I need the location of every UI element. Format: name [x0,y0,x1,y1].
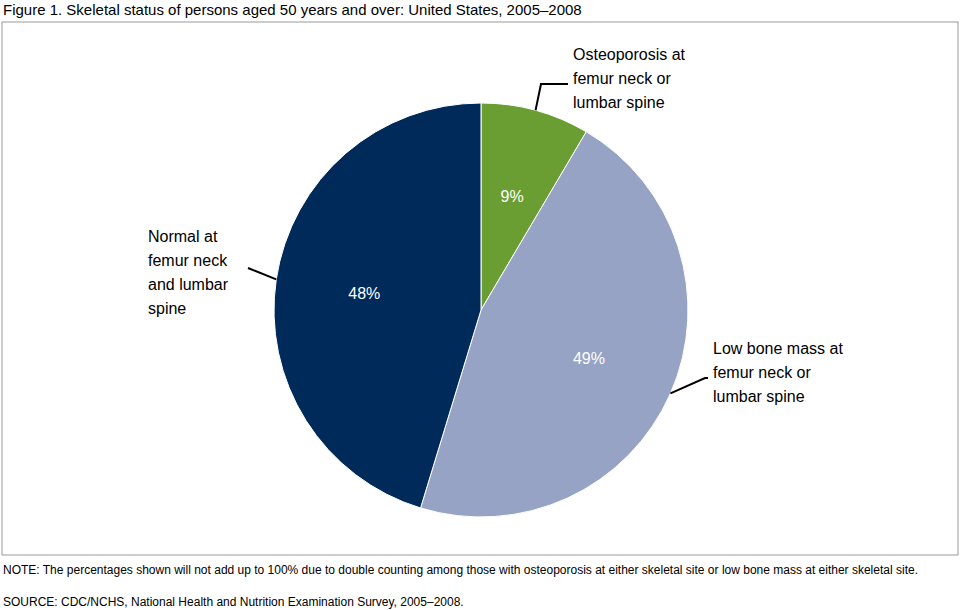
category-label-line: femur neck [148,252,228,269]
note-line: NOTE: The percentages shown will not add… [3,563,918,577]
category-label-line: femur neck or [713,364,811,381]
slices [274,103,688,517]
data-label: 9% [501,188,524,205]
category-label: Normal at femur neck and lumbar spine [148,228,229,317]
title: Figure 1. Skeletal status of persons age… [3,1,582,18]
leader-line [670,378,708,393]
category-label-line: lumbar spine [713,388,805,405]
category-label: Osteoporosis at femur neck or lumbar spine [573,46,686,111]
data-label: 49% [573,350,605,367]
data-label: 48% [348,285,380,302]
leader-line [536,84,568,110]
note: NOTE: The percentages shown will not add… [3,563,918,577]
source: SOURCE: CDC/NCHS, National Health and Nu… [3,595,464,609]
leader-line [248,268,276,279]
plot-frame [2,22,958,555]
category-label-line: Normal at [148,228,218,245]
slice [274,103,481,508]
category-label-line: spine [148,300,186,317]
category-label-line: Osteoporosis at [573,46,686,63]
chart: Figure 1. Skeletal status of persons age… [0,0,960,610]
category-label-line: and lumbar [148,276,229,293]
category-label-line: Low bone mass at [713,340,843,357]
category-label-line: femur neck or [573,70,671,87]
category-label: Low bone mass at femur neck or lumbar spin… [713,340,843,405]
category-label-line: lumbar spine [573,94,665,111]
